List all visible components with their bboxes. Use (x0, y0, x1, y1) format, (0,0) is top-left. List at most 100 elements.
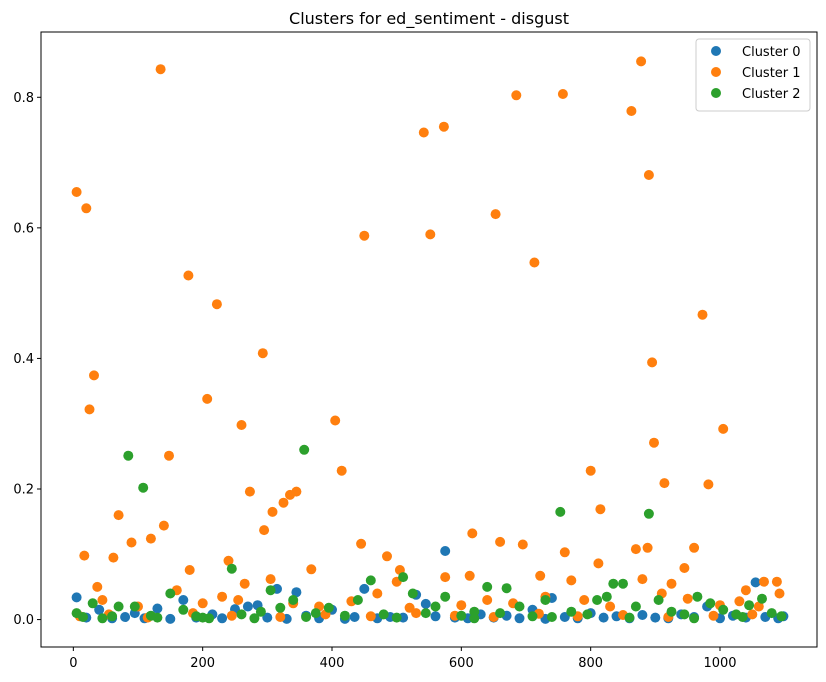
point-cluster-2-48 (666, 606, 677, 617)
point-cluster-2-17 (288, 595, 299, 605)
point-cluster-2-16 (275, 602, 286, 613)
legend-marker-cluster-2 (711, 88, 721, 98)
point-cluster-2-35 (514, 601, 525, 612)
x-tick-label-2: 400 (320, 656, 345, 671)
point-cluster-1-110 (708, 610, 719, 621)
point-cluster-0-49 (650, 612, 661, 623)
point-cluster-2-42 (601, 591, 612, 602)
point-cluster-1-88 (579, 595, 590, 605)
point-cluster-1-14 (184, 565, 195, 575)
legend-label-cluster-1: Cluster 1 (742, 66, 801, 81)
point-cluster-2-59 (97, 613, 108, 624)
point-cluster-1-49 (559, 547, 570, 558)
point-cluster-1-47 (535, 570, 546, 581)
point-cluster-2-46 (643, 508, 654, 519)
point-cluster-2-58 (78, 612, 88, 622)
point-cluster-1-59 (643, 170, 654, 180)
point-cluster-1-39 (440, 572, 451, 583)
point-cluster-2-25 (398, 572, 409, 583)
point-cluster-1-62 (659, 478, 670, 489)
point-cluster-1-61 (649, 437, 659, 448)
point-cluster-0-38 (514, 613, 525, 624)
legend-label-cluster-0: Cluster 0 (742, 45, 801, 60)
point-cluster-1-48 (557, 89, 568, 99)
point-cluster-2-13 (236, 609, 247, 620)
point-cluster-1-56 (636, 56, 647, 67)
point-cluster-1-10 (155, 64, 166, 75)
y-tick-label-3: 0.6 (13, 221, 34, 236)
plot-background (41, 32, 817, 647)
point-cluster-0-30 (420, 598, 431, 609)
y-tick-label-4: 0.8 (13, 91, 34, 106)
point-cluster-1-50 (566, 575, 577, 586)
point-cluster-1-82 (372, 588, 383, 599)
point-cluster-1-13 (183, 270, 194, 281)
point-cluster-2-50 (692, 591, 703, 602)
point-cluster-1-40 (464, 570, 475, 581)
point-cluster-1-5 (92, 581, 103, 592)
point-cluster-0-0 (71, 592, 82, 603)
point-cluster-1-38 (438, 121, 449, 132)
legend-marker-cluster-0 (711, 46, 721, 56)
point-cluster-2-47 (653, 595, 664, 605)
point-cluster-1-77 (217, 591, 228, 602)
point-cluster-2-65 (469, 613, 480, 624)
point-cluster-1-11 (158, 520, 169, 531)
point-cluster-1-28 (306, 564, 317, 575)
point-cluster-1-17 (223, 555, 234, 566)
x-tick-label-3: 600 (449, 656, 474, 671)
point-cluster-1-44 (511, 90, 522, 101)
plot-area (41, 32, 817, 647)
point-cluster-0-45 (598, 612, 609, 623)
point-cluster-1-12 (164, 450, 174, 461)
point-cluster-1-58 (642, 542, 653, 553)
point-cluster-2-3 (113, 601, 124, 612)
point-cluster-1-24 (267, 506, 278, 517)
point-cluster-2-43 (608, 578, 619, 589)
point-cluster-2-6 (138, 482, 149, 493)
point-cluster-0-48 (637, 610, 648, 620)
point-cluster-2-64 (391, 612, 402, 623)
point-cluster-2-63 (301, 612, 312, 622)
point-cluster-1-72 (774, 588, 785, 599)
point-cluster-2-1 (87, 598, 98, 609)
x-axis: 0 200 400 600 800 1000 (69, 647, 737, 671)
point-cluster-2-54 (744, 600, 755, 611)
point-cluster-0-4 (120, 612, 131, 622)
point-cluster-2-66 (546, 612, 557, 622)
point-cluster-2-38 (555, 506, 566, 517)
point-cluster-1-19 (239, 578, 250, 589)
point-cluster-2-20 (323, 602, 334, 613)
point-cluster-2-34 (501, 583, 512, 594)
point-cluster-0-24 (349, 612, 360, 622)
point-cluster-2-69 (737, 612, 748, 622)
point-cluster-0-8 (165, 613, 176, 624)
point-cluster-0-2 (94, 604, 105, 615)
point-cluster-1-89 (605, 601, 616, 612)
point-cluster-1-60 (647, 357, 658, 368)
point-cluster-2-18 (299, 444, 310, 455)
point-cluster-1-85 (482, 595, 493, 605)
point-cluster-0-9 (178, 595, 189, 605)
point-cluster-2-21 (339, 610, 350, 621)
y-tick-label-1: 0.2 (13, 483, 34, 498)
point-cluster-1-33 (382, 551, 392, 562)
point-cluster-1-66 (697, 309, 708, 320)
point-cluster-1-94 (753, 601, 764, 612)
point-cluster-0-7 (152, 603, 163, 614)
point-cluster-0-57 (750, 577, 761, 588)
legend-label-cluster-2: Cluster 2 (742, 87, 801, 102)
point-cluster-1-111 (747, 609, 758, 620)
point-cluster-2-23 (365, 575, 376, 586)
point-cluster-0-32 (440, 546, 451, 556)
point-cluster-2-68 (689, 613, 700, 624)
point-cluster-1-30 (336, 465, 347, 476)
point-cluster-0-16 (262, 612, 273, 623)
axes-border (40, 31, 818, 648)
point-cluster-2-39 (566, 606, 577, 617)
point-cluster-0-12 (217, 613, 228, 624)
chart-title: Clusters for ed_sentiment - disgust (289, 9, 569, 29)
point-cluster-1-15 (202, 393, 213, 404)
y-tick-label-0: 0.0 (13, 613, 34, 628)
point-cluster-0-14 (242, 601, 253, 612)
